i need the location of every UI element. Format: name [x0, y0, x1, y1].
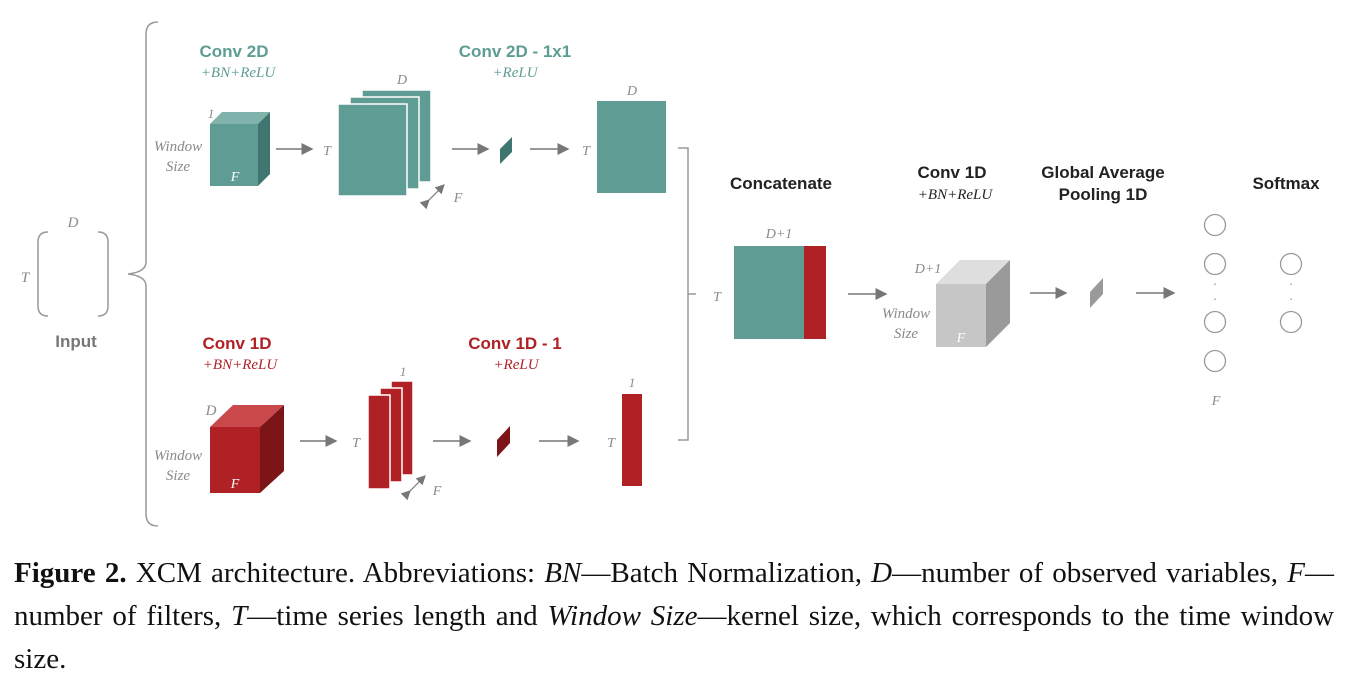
xcm-architecture-diagram: D T Input Conv 2D +BN+ReLU 1 F Window Si…: [21, 21, 1320, 527]
fc-neuron: [1203, 213, 1227, 237]
softmax-dot: .: [1289, 274, 1293, 288]
conv1d-subtitle: +BN+ReLU: [203, 357, 279, 373]
conv2d-title: Conv 2D: [200, 42, 269, 61]
gap-title-line2: Pooling 1D: [1059, 185, 1148, 204]
fc-dot: .: [1213, 274, 1217, 288]
softmax-neuron: [1279, 310, 1303, 334]
concat-title: Concatenate: [730, 174, 832, 193]
final-conv1d-size-label: Size: [894, 326, 919, 342]
softmax-neuron: [1279, 252, 1303, 276]
caption-window-size: Window Size: [547, 600, 698, 632]
conv1d-maps-diag: [400, 475, 426, 501]
conv2d-feature-maps: [337, 89, 432, 197]
conv2d-1x1-title: Conv 2D - 1x1: [459, 42, 571, 61]
conv1d-maps-left-label: T: [352, 436, 361, 451]
caption-t: T: [231, 600, 248, 632]
caption-text-2: —Batch Normalization,: [581, 557, 872, 589]
softmax-dot: .: [1289, 289, 1293, 303]
input-dim-left: T: [21, 270, 31, 286]
figure-caption: Figure 2. XCM architecture. Abbreviation…: [14, 552, 1334, 681]
conv1d-out-left-label: T: [607, 436, 616, 451]
caption-text-1: XCM architecture. Abbreviations:: [126, 557, 545, 589]
conv1d-maps-top-label: 1: [400, 364, 407, 379]
fc-dot: .: [1213, 289, 1217, 303]
caption-d: D: [871, 557, 893, 589]
conv2d-subtitle: +BN+ReLU: [201, 65, 277, 81]
conv2d-maps-left-label: T: [323, 144, 332, 159]
gap-title-line1: Global Average: [1041, 163, 1164, 182]
gap-block: Global Average Pooling 1D: [1041, 163, 1165, 308]
conv1d-1-subtitle: +ReLU: [493, 357, 539, 373]
branch-1d: Conv 1D +BN+ReLU D F Window Size T 1 F C…: [154, 334, 642, 501]
final-conv1d-top-label: D+1: [914, 262, 942, 277]
conv1d-size-label: Size: [166, 468, 191, 484]
caption-text-6: —kernel size, which corresponds to the t…: [14, 600, 1335, 675]
conv2d-size-label: Size: [166, 159, 191, 175]
conv1d-window-label: Window: [154, 448, 202, 464]
conv2d-maps-diag: [419, 184, 445, 210]
concat-top-label: D+1: [765, 227, 793, 242]
concat-red-part: [804, 246, 826, 339]
fc-neuron: [1203, 349, 1227, 373]
input-brace: [127, 21, 159, 527]
conv2d-maps-top-label: D: [396, 73, 407, 88]
gap-output: [1090, 278, 1103, 308]
fc-bottom-label: F: [1211, 394, 1221, 409]
conv1d-output-map: [622, 394, 642, 486]
final-conv1d-block: Conv 1D +BN+ReLU D+1 F Window Size: [882, 163, 1010, 347]
conv2d-out-top-label: D: [626, 84, 637, 99]
concat-left-label: T: [713, 290, 722, 305]
caption-figure-label: Figure 2.: [14, 557, 127, 589]
final-conv1d-face-label: F: [956, 331, 966, 346]
caption-text-4: —number of filters,: [14, 557, 1334, 632]
conv2d-kernel-face-label: F: [230, 170, 240, 185]
fc-layer: . . F: [1203, 213, 1227, 409]
conv1d-out-top-label: 1: [629, 375, 636, 390]
conv2d-out-left-label: T: [582, 144, 591, 159]
softmax-layer: Softmax . .: [1252, 174, 1320, 334]
conv1d-feature-maps: [367, 380, 414, 490]
fc-neuron: [1203, 252, 1227, 276]
conv1d-kernel-face-label: F: [230, 477, 240, 492]
final-conv1d-cube: [936, 260, 1010, 347]
input-block: D T Input: [21, 215, 109, 351]
caption-bn: BN: [544, 557, 582, 589]
final-conv1d-subtitle: +BN+ReLU: [918, 187, 994, 203]
conv2d-window-label: Window: [154, 139, 202, 155]
conv1d-kernel-cube: [210, 405, 284, 493]
conv2d-1x1-kernel: [500, 137, 512, 164]
caption-text-5: —time series length and: [247, 600, 548, 632]
concatenate-block: Concatenate D+1 T: [713, 174, 832, 339]
input-right-bracket: [97, 231, 109, 317]
conv2d-kernel-cube: [210, 112, 270, 186]
input-title: Input: [55, 332, 97, 351]
caption-f: F: [1287, 557, 1305, 589]
conv2d-output-map: [597, 101, 666, 193]
final-conv1d-window-label: Window: [882, 306, 930, 322]
input-dim-top: D: [67, 215, 79, 231]
concat-teal-part: [734, 246, 804, 339]
conv1d-title: Conv 1D: [203, 334, 272, 353]
conv2d-1x1-subtitle: +ReLU: [492, 65, 538, 81]
merge-bracket: [678, 147, 696, 441]
final-conv1d-title: Conv 1D: [918, 163, 987, 182]
conv2d-kernel-top-label: 1: [208, 106, 215, 121]
caption-text-3: —number of observed variables,: [892, 557, 1288, 589]
conv1d-maps-diag-label: F: [432, 484, 442, 499]
conv1d-kernel-top-label: D: [205, 403, 217, 419]
conv1d-1-title: Conv 1D - 1: [468, 334, 562, 353]
conv1d-1-kernel: [497, 426, 510, 457]
fc-neuron: [1203, 310, 1227, 334]
softmax-title: Softmax: [1252, 174, 1320, 193]
conv2d-maps-diag-label: F: [453, 191, 463, 206]
branch-2d: Conv 2D +BN+ReLU 1 F Window Size T D F C…: [154, 42, 666, 210]
input-left-bracket: [37, 231, 49, 317]
